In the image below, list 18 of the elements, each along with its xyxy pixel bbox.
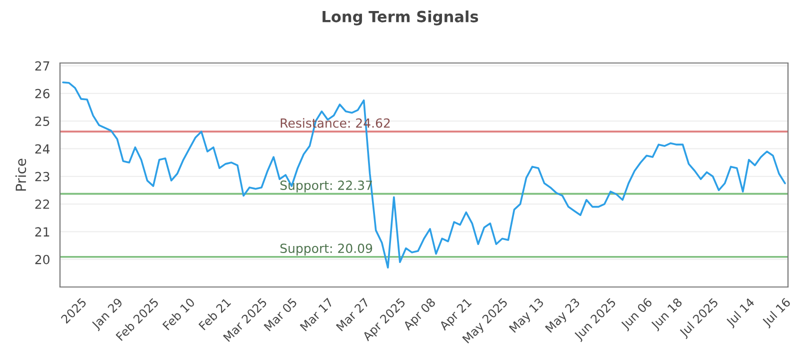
x-tick-label: Mar 27	[336, 298, 370, 332]
x-tick-label: Feb 21	[198, 297, 232, 330]
y-tick-label: 22	[35, 200, 50, 209]
y-tick-label: 24	[35, 144, 50, 154]
x-tick-label: Feb 10	[162, 297, 196, 330]
x-tick-label: Jul 14	[725, 297, 756, 329]
y-tick-label: 26	[35, 88, 50, 98]
ref-line-label: Support: 20.09	[280, 244, 372, 256]
line-series	[62, 81, 786, 269]
y-tick-label: 25	[35, 116, 50, 126]
x-tick-label: Jul 16	[761, 297, 792, 329]
y-tick-label: 23	[35, 172, 50, 182]
y-tick-label: 27	[35, 61, 50, 71]
y-tick-label: 20	[35, 254, 50, 264]
x-tick-label: Mar 17	[300, 298, 334, 332]
chart-title: Long Term Signals	[322, 10, 478, 26]
y-axis-title: Price	[15, 158, 26, 191]
y-tick-label: 21	[35, 227, 50, 236]
